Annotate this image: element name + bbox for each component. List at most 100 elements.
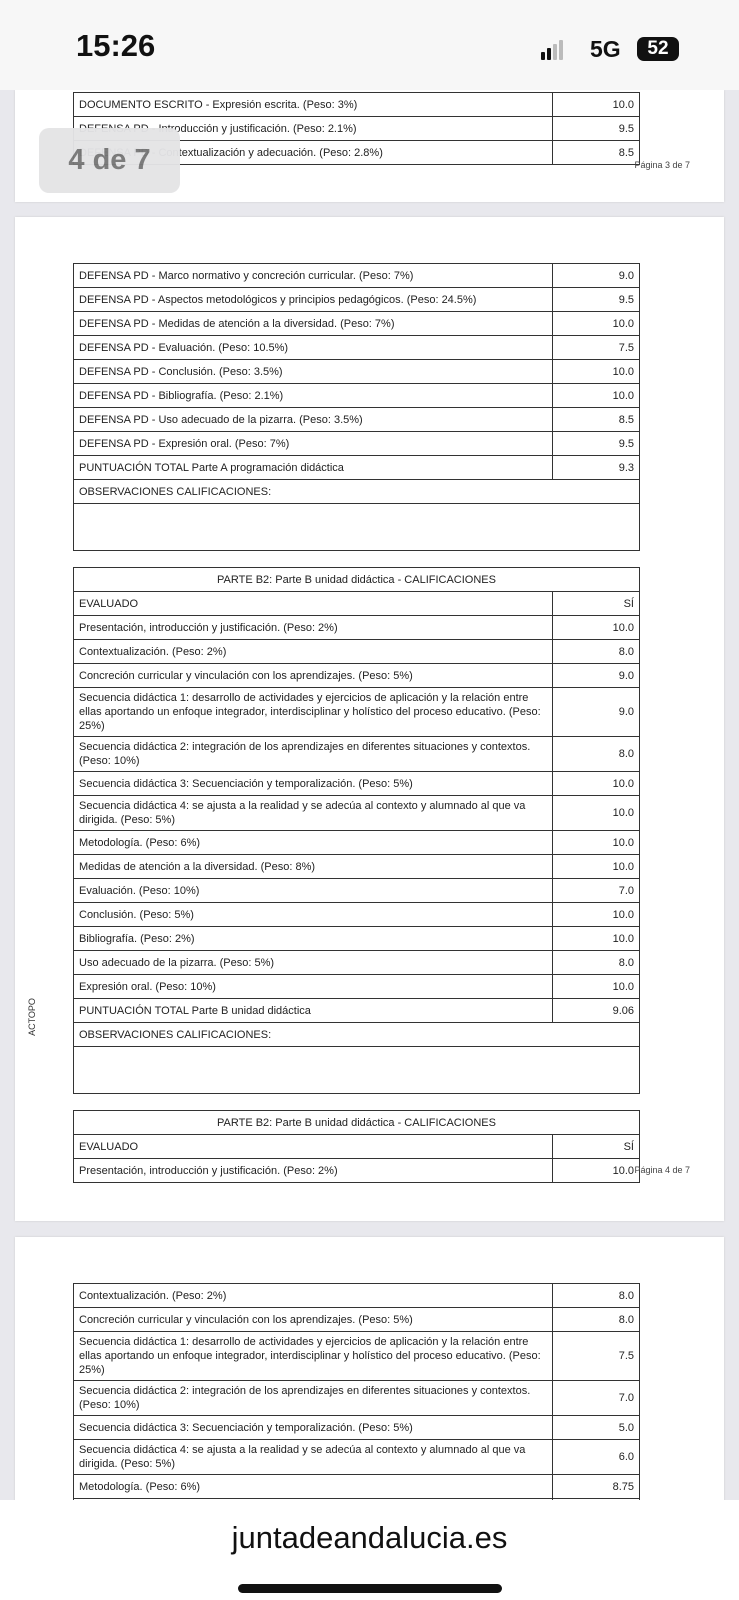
grade-row: Conclusión. (Peso: 5%) 10.0 — [73, 902, 640, 927]
grade: 9.06 — [552, 998, 640, 1023]
criterion: Conclusión. (Peso: 5%) — [73, 902, 553, 927]
criterion: DEFENSA PD - Uso adecuado de la pizarra.… — [73, 407, 553, 432]
criterion: Expresión oral. (Peso: 10%) — [73, 974, 553, 999]
criterion: Concreción curricular y vinculación con … — [73, 1307, 553, 1332]
page-indicator: 4 de 7 — [39, 128, 180, 193]
grade-row: Contextualización. (Peso: 2%) 8.0 — [73, 1283, 640, 1308]
grade: 10.0 — [552, 795, 640, 831]
criterion: DOCUMENTO ESCRITO - Expresión escrita. (… — [73, 92, 553, 117]
network: 5G — [590, 36, 621, 62]
observations-box — [73, 1046, 640, 1094]
url[interactable]: juntadeandalucia.es — [231, 1520, 508, 1555]
time: 15:26 — [76, 28, 156, 63]
observations-row: OBSERVACIONES CALIFICACIONES: — [73, 479, 640, 504]
grades-table: Contextualización. (Peso: 2%) 8.0 Concreci… — [73, 1283, 640, 1523]
grade: 10.0 — [552, 771, 640, 796]
criterion: Presentación, introducción y justificaci… — [73, 615, 553, 640]
criterion: PUNTUACIÓN TOTAL Parte A programación di… — [73, 455, 553, 480]
grade: 10.0 — [552, 926, 640, 951]
grade-row: DEFENSA PD - Uso adecuado de la pizarra.… — [73, 407, 640, 432]
observations-label: OBSERVACIONES CALIFICACIONES: — [73, 1022, 640, 1047]
grade-row: Evaluación. (Peso: 10%) 7.0 — [73, 878, 640, 903]
grade-row: DEFENSA PD - Aspectos metodológicos y pr… — [73, 287, 640, 312]
grade-row: DEFENSA PD - Evaluación. (Peso: 10.5%) 7.… — [73, 335, 640, 360]
header-row: EVALUADO SÍ — [73, 1134, 640, 1159]
criterion: DEFENSA PD - Conclusión. (Peso: 3.5%) — [73, 359, 553, 384]
header-cell: SÍ — [552, 591, 640, 616]
grade: 7.0 — [552, 1380, 640, 1416]
grade-row: Concreción curricular y vinculación con … — [73, 663, 640, 688]
grade-row: DEFENSA PD - Bibliografía. (Peso: 2.1%) 1… — [73, 383, 640, 408]
grade: 8.0 — [552, 639, 640, 664]
grade: 10.0 — [552, 854, 640, 879]
grade: 8.0 — [552, 736, 640, 772]
criterion: PUNTUACIÓN TOTAL Parte B unidad didáctic… — [73, 998, 553, 1023]
grade: 8.75 — [552, 1474, 640, 1499]
criterion: Metodología. (Peso: 6%) — [73, 830, 553, 855]
criterion: DEFENSA PD - Aspectos metodológicos y pr… — [73, 287, 553, 312]
grade: 8.0 — [552, 950, 640, 975]
criterion: Secuencia didáctica 3: Secuenciación y t… — [73, 771, 553, 796]
grade: 7.5 — [552, 1331, 640, 1381]
criterion: DEFENSA PD - Medidas de atención a la di… — [73, 311, 553, 336]
page: DEFENSA PD - Marco normativo y concreció… — [15, 217, 724, 1221]
grade-row: Metodología. (Peso: 6%) 8.75 — [73, 1474, 640, 1499]
grade: 10.0 — [552, 383, 640, 408]
criterion: DEFENSA PD - Bibliografía. (Peso: 2.1%) — [73, 383, 553, 408]
header-cell: SÍ — [552, 1134, 640, 1159]
observations-row: OBSERVACIONES CALIFICACIONES: — [73, 1022, 640, 1047]
grade-row: Secuencia didáctica 4: se ajusta a la re… — [73, 795, 640, 831]
grade: 9.3 — [552, 455, 640, 480]
grade-row: Secuencia didáctica 3: Secuenciación y t… — [73, 1415, 640, 1440]
criterion: Contextualización. (Peso: 2%) — [73, 639, 553, 664]
grade-row: Secuencia didáctica 2: integración de lo… — [73, 736, 640, 772]
criterion: Secuencia didáctica 4: se ajusta a la re… — [73, 795, 553, 831]
grade-row: DEFENSA PD - Marco normativo y concreció… — [73, 263, 640, 288]
grade: 10.0 — [552, 615, 640, 640]
criterion: Secuencia didáctica 1: desarrollo de act… — [73, 1331, 553, 1381]
grade-row: Secuencia didáctica 1: desarrollo de act… — [73, 1331, 640, 1381]
grade: 10.0 — [552, 311, 640, 336]
grade-row: Metodología. (Peso: 6%) 10.0 — [73, 830, 640, 855]
grade-row: DEFENSA PD - Medidas de atención a la di… — [73, 311, 640, 336]
grade-row: Secuencia didáctica 3: Secuenciación y t… — [73, 771, 640, 796]
grade-row: Uso adecuado de la pizarra. (Peso: 5%) 8.… — [73, 950, 640, 975]
criterion: Metodología. (Peso: 6%) — [73, 1474, 553, 1499]
criterion: DEFENSA PD - Marco normativo y concreció… — [73, 263, 553, 288]
grade: 9.5 — [552, 116, 640, 141]
criterion: Secuencia didáctica 2: integración de lo… — [73, 1380, 553, 1416]
criterion: DEFENSA PD - Evaluación. (Peso: 10.5%) — [73, 335, 553, 360]
grade-row: Secuencia didáctica 1: desarrollo de act… — [73, 687, 640, 737]
home-indicator — [238, 1584, 502, 1593]
criterion: Medidas de atención a la diversidad. (Pe… — [73, 854, 553, 879]
address-bar[interactable]: juntadeandalucia.es — [0, 1500, 739, 1600]
grade-row: Presentación, introducción y justificaci… — [73, 615, 640, 640]
observations-label: OBSERVACIONES CALIFICACIONES: — [73, 479, 640, 504]
status-bar: 15:26 5G 52 — [0, 0, 739, 90]
grade: 9.5 — [552, 287, 640, 312]
page-footer: Página 4 de 7 — [634, 1165, 690, 1175]
grade: 7.5 — [552, 335, 640, 360]
grade: 10.0 — [552, 902, 640, 927]
grade-row: PUNTUACIÓN TOTAL Parte B unidad didáctic… — [73, 998, 640, 1023]
criterion: Secuencia didáctica 4: se ajusta a la re… — [73, 1439, 553, 1475]
page-content: DEFENSA PD - Marco normativo y concreció… — [15, 263, 724, 1199]
criterion: Contextualización. (Peso: 2%) — [73, 1283, 553, 1308]
grade-row: DEFENSA PD - Expresión oral. (Peso: 7%) 9… — [73, 431, 640, 456]
criterion: Bibliografía. (Peso: 2%) — [73, 926, 553, 951]
grade: 10.0 — [552, 92, 640, 117]
grade-row: Presentación, introducción y justificaci… — [73, 1158, 640, 1183]
observations-box — [73, 503, 640, 551]
grade-row: Expresión oral. (Peso: 10%) 10.0 — [73, 974, 640, 999]
grade-row: DOCUMENTO ESCRITO - Expresión escrita. (… — [73, 92, 640, 117]
grade: 8.5 — [552, 140, 640, 165]
grade: 9.5 — [552, 431, 640, 456]
grade: 8.0 — [552, 1283, 640, 1308]
observations-empty — [73, 503, 640, 551]
side-label: ACTOPO — [26, 998, 37, 1036]
table-title-row: PARTE B2: Parte B unidad didáctica - CAL… — [73, 567, 640, 592]
grade: 8.5 — [552, 407, 640, 432]
criterion: DEFENSA PD - Expresión oral. (Peso: 7%) — [73, 431, 553, 456]
header-cell: EVALUADO — [73, 591, 553, 616]
